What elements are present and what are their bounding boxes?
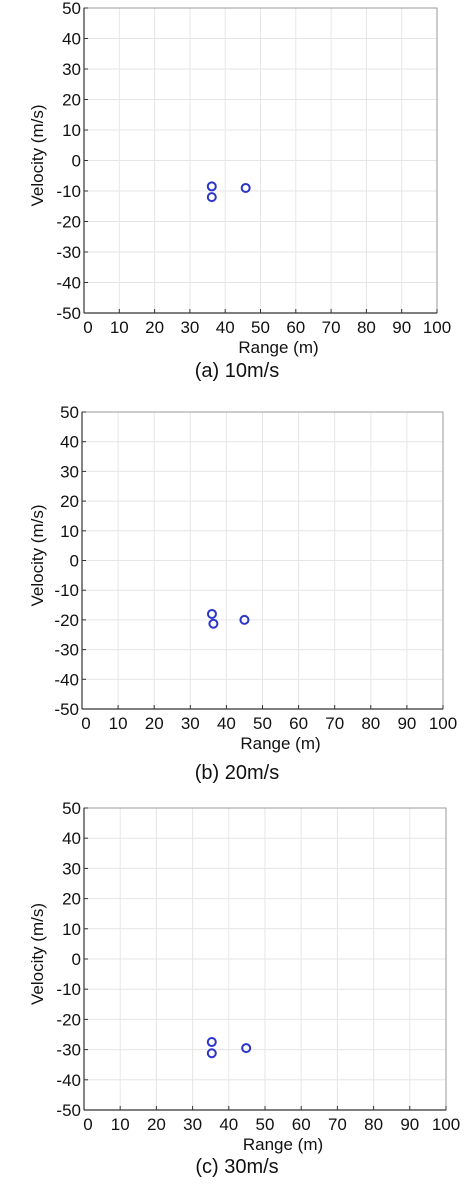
y-tick-label: 50 (60, 403, 79, 422)
x-tick-label: 50 (251, 318, 270, 337)
y-tick-label: 30 (60, 462, 79, 481)
y-tick-label: -20 (56, 1010, 81, 1029)
data-point (239, 614, 250, 625)
x-tick-label: 20 (147, 1115, 166, 1134)
x-axis-label: Range (m) (243, 1135, 323, 1154)
y-tick-label: 0 (70, 552, 79, 571)
x-tick-label: 30 (183, 1115, 202, 1134)
y-tick-label: 20 (60, 492, 79, 511)
x-tick-label: 80 (361, 714, 380, 733)
y-tick-label: 20 (62, 890, 81, 909)
scatter-chart-c: 0 10 20 30 40 50 60 70 80 90 10050403020100-10-20-… (28, 799, 460, 1154)
x-tick-label: 100 (429, 714, 457, 733)
y-tick-label: -40 (56, 1071, 81, 1090)
y-tick-label: 50 (62, 0, 81, 18)
chart-panel-b: 0 10 20 30 40 50 60 70 80 90 100 50 40 30 20 10 0 -10 -20-… (0, 402, 474, 796)
x-tick-label: 90 (400, 1115, 419, 1134)
x-tick-label: 80 (364, 1115, 383, 1134)
y-tick-label: -10 (56, 980, 81, 999)
chart-caption-c: (c) 30m/s (195, 1156, 279, 1178)
y-axis-label: Velocity (m/s) (28, 104, 47, 206)
y-tick-label: 10 (62, 121, 81, 140)
x-tick-label: 30 (181, 714, 200, 733)
x-tick-label: 10 (111, 1115, 130, 1134)
x-tick-label: 70 (325, 714, 344, 733)
y-tick-label: -20 (54, 611, 79, 630)
data-point (240, 182, 251, 193)
scatter-chart-b: 0 10 20 30 40 50 60 70 80 90 10050403020100-10-20-… (28, 403, 457, 753)
y-axis-label: Velocity (m/s) (28, 504, 47, 606)
y-tick-label: 0 (72, 152, 81, 171)
x-tick-label: 40 (216, 318, 235, 337)
data-point (206, 192, 217, 203)
x-axis-label: Range (m) (240, 734, 320, 753)
x-tick-label: 90 (397, 714, 416, 733)
y-tick-label: 50 (62, 799, 81, 818)
y-tick-label: 30 (62, 859, 81, 878)
data-point (206, 1037, 217, 1048)
y-tick-label: -50 (56, 1101, 81, 1120)
x-axis-label: Range (m) (238, 338, 318, 357)
chart-caption-b: (b) 20m/s (194, 762, 280, 784)
x-tick-label: 80 (357, 318, 376, 337)
y-tick-label: -20 (56, 213, 81, 232)
x-tick-label: 20 (145, 318, 164, 337)
x-tick-label: 100 (423, 318, 451, 337)
y-tick-label: 30 (62, 60, 81, 79)
y-tick-label: -40 (56, 274, 81, 293)
x-tick-label: 10 (109, 714, 128, 733)
x-tick-label: 30 (180, 318, 199, 337)
x-tick-label: 90 (392, 318, 411, 337)
y-tick-label: 10 (62, 920, 81, 939)
y-axis-label: Velocity (m/s) (28, 903, 47, 1005)
y-tick-label: 0 (72, 950, 81, 969)
x-tick-label: 60 (286, 318, 305, 337)
chart-caption-a: (a) 10m/s (194, 360, 280, 382)
x-tick-label: 50 (253, 714, 272, 733)
data-point (206, 181, 217, 192)
data-point (241, 1043, 252, 1054)
x-tick-label: 50 (256, 1115, 275, 1134)
y-tick-label: -50 (56, 304, 81, 323)
x-tick-label: 40 (217, 714, 236, 733)
x-tick-label: 0 (81, 714, 90, 733)
chart-panel-a: 0 10 20 30 40 50 60 70 80 90 100 50 40 30 20 10 0 -10 -20-… (0, 0, 474, 394)
y-tick-label: -30 (54, 641, 79, 660)
data-point (206, 608, 217, 619)
scatter-chart-a: 0 10 20 30 40 50 60 70 80 90 10050403020100-10-20-… (28, 0, 451, 357)
x-tick-label: 0 (83, 318, 92, 337)
x-tick-label: 100 (432, 1115, 460, 1134)
y-tick-label: 20 (62, 91, 81, 110)
y-tick-label: -30 (56, 243, 81, 262)
data-point (208, 618, 219, 629)
y-tick-label: -30 (56, 1041, 81, 1060)
x-tick-label: 70 (322, 318, 341, 337)
x-tick-label: 40 (219, 1115, 238, 1134)
y-tick-label: 40 (60, 433, 79, 452)
y-tick-label: -10 (54, 581, 79, 600)
x-tick-label: 70 (328, 1115, 347, 1134)
chart-panel-c: 0 10 20 30 40 50 60 70 80 90 100 50 40 30 20 10 0 -10 -20-… (0, 798, 474, 1192)
y-tick-label: -10 (56, 182, 81, 201)
data-point (206, 1048, 217, 1059)
y-tick-label: 10 (60, 522, 79, 541)
x-tick-label: 0 (83, 1115, 92, 1134)
y-tick-label: 40 (62, 829, 81, 848)
y-tick-label: -50 (54, 700, 79, 719)
x-tick-label: 10 (110, 318, 129, 337)
y-tick-label: -40 (54, 670, 79, 689)
y-tick-label: 40 (62, 30, 81, 49)
x-tick-label: 60 (292, 1115, 311, 1134)
x-tick-label: 60 (289, 714, 308, 733)
x-tick-label: 20 (145, 714, 164, 733)
